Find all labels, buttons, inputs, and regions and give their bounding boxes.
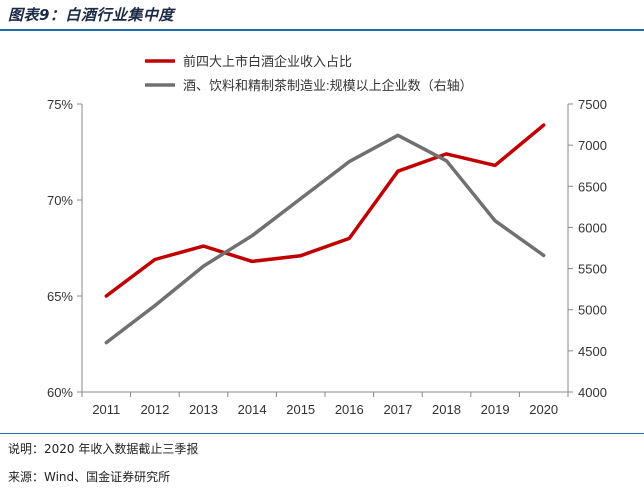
x-tick-label: 2019 (481, 402, 510, 417)
footnote: 说明：2020 年收入数据截止三季报 (8, 442, 199, 456)
y-left-tick-label: 60% (47, 385, 73, 400)
x-tick-label: 2015 (286, 402, 315, 417)
x-tick-label: 2020 (529, 402, 558, 417)
source-note: 来源：Wind、国金证券研究所 (8, 470, 171, 484)
legend-label-series-2: 酒、饮料和精制茶制造业:规模以上企业数（右轴） (183, 78, 473, 93)
figure-title: 图表9：白酒行业集中度 (8, 6, 174, 24)
x-tick-label: 2017 (383, 402, 412, 417)
legend-label-series-1: 前四大上市白酒企业收入占比 (183, 54, 352, 69)
x-tick-label: 2018 (432, 402, 461, 417)
y-right-tick-label: 6500 (578, 179, 607, 194)
y-right-tick-label: 6000 (578, 220, 607, 235)
x-tick-label: 2014 (238, 402, 267, 417)
x-tick-label: 2016 (335, 402, 364, 417)
y-right-tick-label: 7000 (578, 138, 607, 153)
y-right-tick-label: 5000 (578, 303, 607, 318)
series-line-1 (104, 123, 546, 298)
footer-rule (0, 433, 644, 434)
title-rule (0, 29, 644, 31)
y-left-tick-label: 65% (47, 289, 73, 304)
x-tick-label: 2011 (92, 402, 120, 417)
series-line-2 (104, 133, 546, 345)
line-chart: 前四大上市白酒企业收入占比 酒、饮料和精制茶制造业:规模以上企业数（右轴） 60… (47, 54, 607, 417)
y-right-tick-label: 4000 (578, 385, 607, 400)
y-left-tick-label: 70% (47, 193, 73, 208)
x-tick-label: 2012 (140, 402, 169, 417)
y-right-tick-label: 5500 (578, 262, 607, 277)
y-right-tick-label: 4500 (578, 344, 607, 359)
y-left-tick-label: 75% (47, 97, 73, 112)
y-right-tick-label: 7500 (578, 97, 607, 112)
legend: 前四大上市白酒企业收入占比 酒、饮料和精制茶制造业:规模以上企业数（右轴） (145, 54, 473, 93)
x-tick-label: 2013 (189, 402, 218, 417)
